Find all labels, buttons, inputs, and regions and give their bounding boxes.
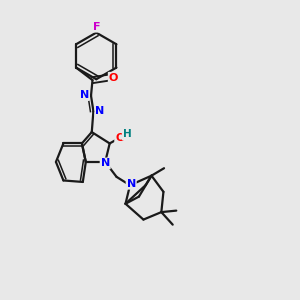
Text: F: F	[92, 22, 100, 32]
Text: O: O	[115, 133, 124, 143]
Text: N: N	[95, 106, 105, 116]
Text: N: N	[100, 158, 110, 168]
Text: N: N	[127, 179, 136, 189]
Text: O: O	[109, 73, 118, 83]
Text: H: H	[123, 130, 131, 140]
Text: N: N	[80, 90, 89, 100]
